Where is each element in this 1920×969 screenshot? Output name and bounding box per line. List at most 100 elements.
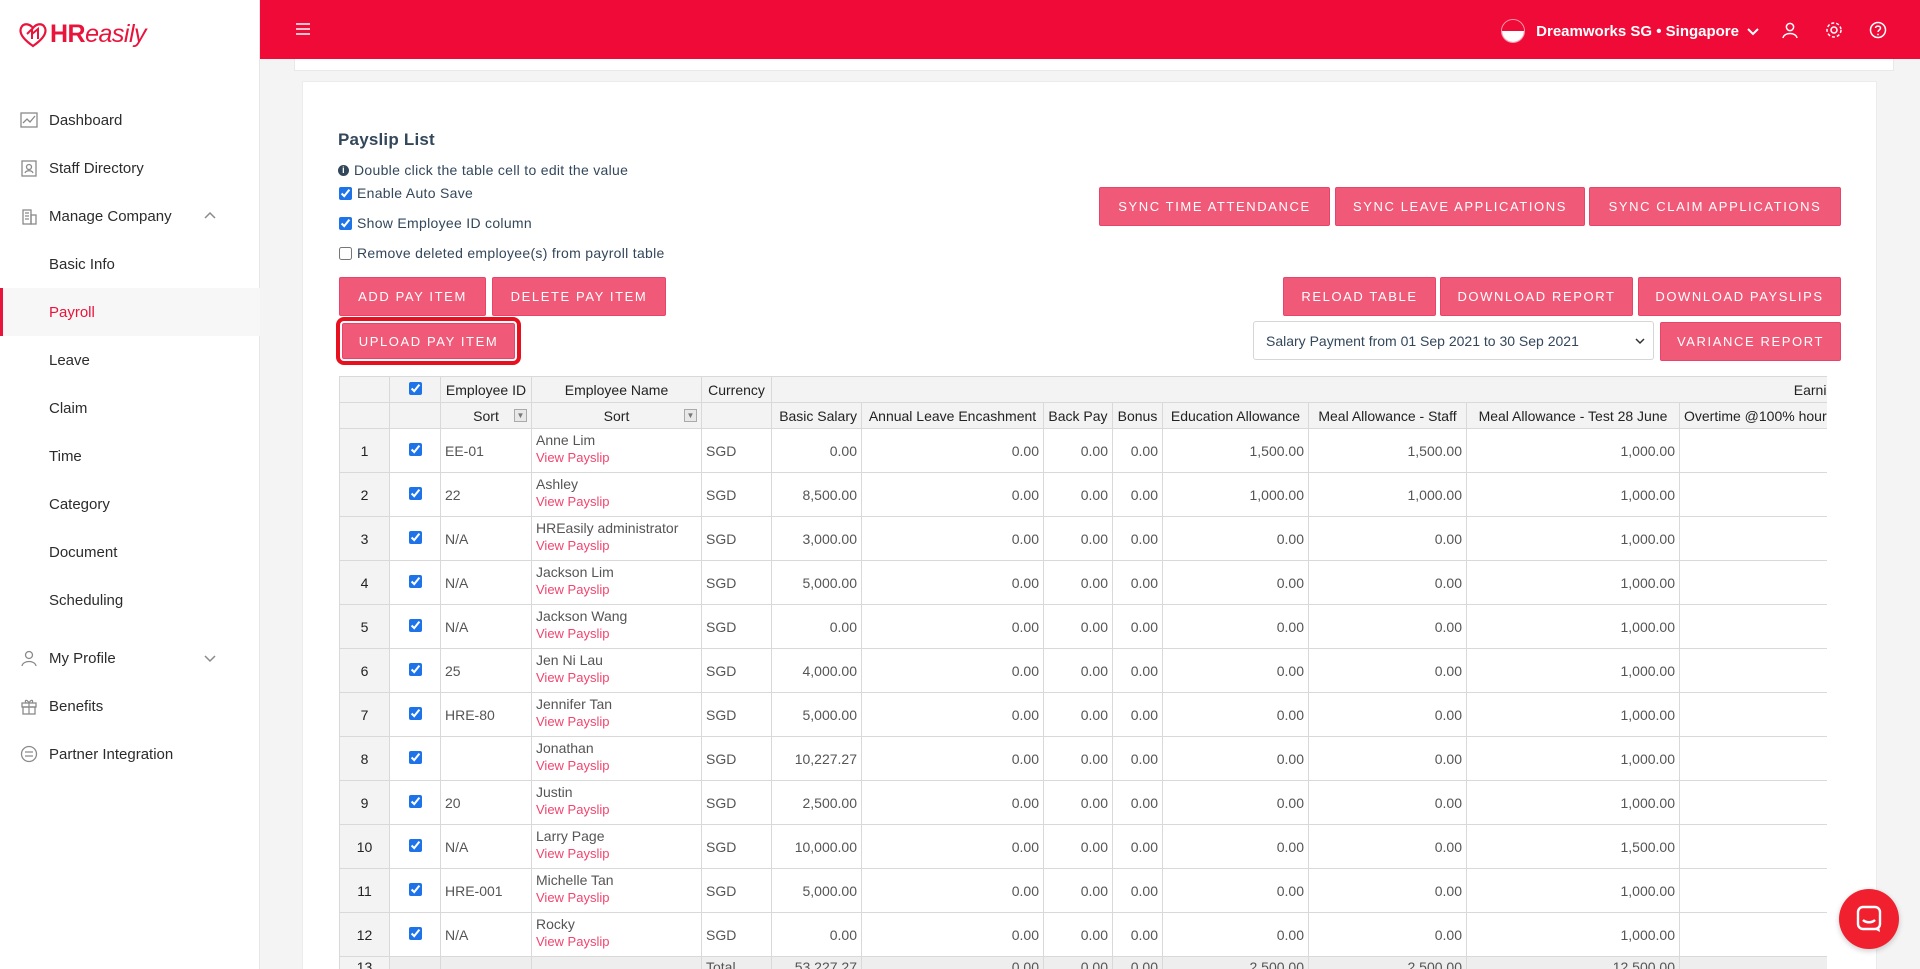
sort-employee-name[interactable]: Sort ▼ (531, 402, 702, 429)
row-checkbox[interactable] (408, 530, 422, 544)
amount-cell[interactable]: 0.00 (1308, 824, 1467, 869)
amount-cell[interactable]: 1,000.00 (1466, 516, 1680, 561)
amount-cell[interactable]: 4,000.00 (771, 648, 862, 693)
amount-cell[interactable]: 8,500.00 (771, 472, 862, 517)
amount-cell[interactable]: 0.00 (1043, 648, 1113, 693)
amount-cell[interactable]: 0.00 (1308, 692, 1467, 737)
sidebar-item-claim[interactable]: Claim (0, 384, 260, 432)
help-icon[interactable] (1869, 21, 1887, 39)
amount-cell[interactable] (1678, 516, 1827, 561)
sidebar-item-document[interactable]: Document (0, 528, 260, 576)
sidebar-item-partner-integration[interactable]: Partner Integration (0, 730, 260, 778)
amount-cell[interactable]: 0.00 (1112, 824, 1163, 869)
amount-cell[interactable]: 3,000.00 (771, 516, 862, 561)
amount-cell[interactable]: 0.00 (1112, 780, 1163, 825)
amount-cell[interactable]: 0.00 (771, 604, 862, 649)
sidebar-item-payroll[interactable]: Payroll (0, 288, 260, 336)
amount-cell[interactable]: 0.00 (1043, 868, 1113, 913)
amount-cell[interactable]: 0.00 (1112, 428, 1163, 473)
amount-cell[interactable]: 1,000.00 (1466, 560, 1680, 605)
row-checkbox[interactable] (408, 574, 422, 588)
amount-cell[interactable]: 1,000.00 (1466, 648, 1680, 693)
table-row[interactable]: 7 HRE-80 Jennifer Tan View Payslip SGD 5,000.… (339, 692, 1827, 737)
download-report-button[interactable]: DOWNLOAD REPORT (1440, 277, 1633, 316)
amount-cell[interactable]: 0.00 (1308, 648, 1467, 693)
amount-cell[interactable]: 1,000.00 (1466, 604, 1680, 649)
amount-cell[interactable]: 0.00 (861, 604, 1044, 649)
reload-table-button[interactable]: RELOAD TABLE (1283, 277, 1436, 316)
user-profile-icon[interactable] (1781, 21, 1799, 39)
amount-cell[interactable]: 0.00 (1308, 604, 1467, 649)
amount-cell[interactable]: 0.00 (1043, 604, 1113, 649)
amount-cell[interactable]: 0.00 (1043, 736, 1113, 781)
row-checkbox[interactable] (408, 882, 422, 896)
employee-id-cell[interactable]: 20 (440, 780, 532, 825)
sidebar-item-category[interactable]: Category (0, 480, 260, 528)
amount-cell[interactable] (1678, 692, 1827, 737)
select-all-checkbox[interactable] (408, 381, 422, 395)
amount-cell[interactable]: 1,000.00 (1466, 912, 1680, 957)
currency-cell[interactable]: SGD (701, 868, 772, 913)
view-payslip-link[interactable]: View Payslip (536, 758, 610, 773)
amount-cell[interactable]: 0.00 (1112, 912, 1163, 957)
view-payslip-link[interactable]: View Payslip (536, 714, 610, 729)
download-payslips-button[interactable]: DOWNLOAD PAYSLIPS (1638, 277, 1841, 316)
amount-cell[interactable]: 1,000.00 (1466, 692, 1680, 737)
amount-cell[interactable]: 1,000.00 (1466, 868, 1680, 913)
amount-cell[interactable]: 0.00 (1112, 736, 1163, 781)
amount-cell[interactable]: 0.00 (861, 516, 1044, 561)
sync-claim-applications-button[interactable]: SYNC CLAIM APPLICATIONS (1589, 187, 1841, 226)
amount-cell[interactable]: 0.00 (861, 736, 1044, 781)
row-checkbox[interactable] (408, 838, 422, 852)
variance-report-button[interactable]: VARIANCE REPORT (1660, 322, 1841, 361)
pay-period-select[interactable]: Salary Payment from 01 Sep 2021 to 30 Se… (1253, 321, 1654, 360)
currency-cell[interactable]: SGD (701, 472, 772, 517)
table-row[interactable]: 2 22 Ashley View Payslip SGD 8,500.00 0.00 0.00… (339, 472, 1827, 517)
view-payslip-link[interactable]: View Payslip (536, 626, 610, 641)
remove-deleted-option[interactable]: Remove deleted employee(s) from payroll … (339, 245, 665, 261)
amount-cell[interactable] (1678, 824, 1827, 869)
upload-pay-item-button[interactable]: UPLOAD PAY ITEM (336, 317, 521, 365)
amount-cell[interactable]: 1,500.00 (1466, 824, 1680, 869)
view-payslip-link[interactable]: View Payslip (536, 582, 610, 597)
amount-cell[interactable]: 0.00 (1308, 560, 1467, 605)
row-checkbox[interactable] (408, 662, 422, 676)
amount-cell[interactable]: 10,227.27 (771, 736, 862, 781)
filter-icon[interactable]: ▼ (684, 409, 697, 422)
sidebar-item-basic-info[interactable]: Basic Info (0, 240, 260, 288)
amount-cell[interactable]: 0.00 (1308, 516, 1467, 561)
row-checkbox[interactable] (408, 706, 422, 720)
amount-cell[interactable]: 5,000.00 (771, 560, 862, 605)
table-row[interactable]: 12 N/A Rocky View Payslip SGD 0.00 0.00 0.00 0.0… (339, 912, 1827, 957)
enable-auto-save-checkbox[interactable] (339, 186, 352, 200)
sidebar-item-time[interactable]: Time (0, 432, 260, 480)
amount-cell[interactable]: 0.00 (1043, 824, 1113, 869)
employee-id-cell[interactable]: HRE-80 (440, 692, 532, 737)
view-payslip-link[interactable]: View Payslip (536, 494, 610, 509)
amount-cell[interactable] (1678, 912, 1827, 957)
currency-cell[interactable]: SGD (701, 560, 772, 605)
sync-leave-applications-button[interactable]: SYNC LEAVE APPLICATIONS (1335, 187, 1585, 226)
currency-cell[interactable]: SGD (701, 516, 772, 561)
view-payslip-link[interactable]: View Payslip (536, 846, 610, 861)
amount-cell[interactable]: 0.00 (1043, 472, 1113, 517)
amount-cell[interactable]: 1,000.00 (1466, 472, 1680, 517)
amount-cell[interactable]: 0.00 (1043, 428, 1113, 473)
amount-cell[interactable]: 0.00 (1162, 604, 1309, 649)
amount-cell[interactable]: 0.00 (1162, 560, 1309, 605)
table-row[interactable]: 10 N/A Larry Page View Payslip SGD 10,000.00 0… (339, 824, 1827, 869)
amount-cell[interactable]: 0.00 (861, 868, 1044, 913)
gear-icon[interactable] (1825, 21, 1843, 39)
sidebar-item-staff-directory[interactable]: Staff Directory (0, 144, 260, 192)
amount-cell[interactable] (1678, 648, 1827, 693)
filter-icon[interactable]: ▼ (514, 409, 527, 422)
amount-cell[interactable]: 0.00 (1112, 560, 1163, 605)
amount-cell[interactable]: 0.00 (771, 912, 862, 957)
amount-cell[interactable]: 10,000.00 (771, 824, 862, 869)
table-row[interactable]: 11 HRE-001 Michelle Tan View Payslip SGD 5,00… (339, 868, 1827, 913)
employee-id-cell[interactable]: 22 (440, 472, 532, 517)
amount-cell[interactable] (1678, 604, 1827, 649)
amount-cell[interactable]: 0.00 (1112, 692, 1163, 737)
table-row[interactable]: 1 EE-01 Anne Lim View Payslip SGD 0.00 0.00 0.0… (339, 428, 1827, 473)
amount-cell[interactable] (1678, 560, 1827, 605)
